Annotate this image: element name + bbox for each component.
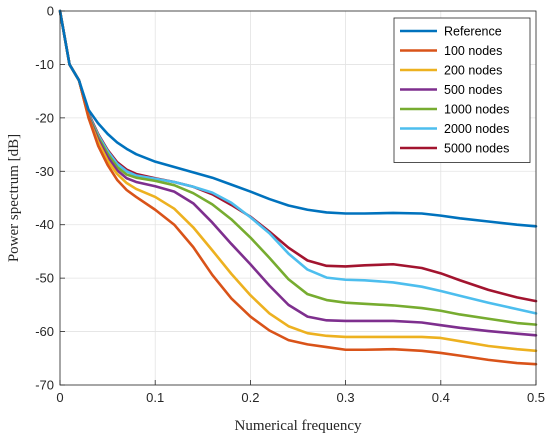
y-tick-label: 0 (47, 4, 54, 19)
y-tick-label: -60 (35, 324, 54, 339)
y-tick-label: -70 (35, 378, 54, 393)
series-line-reference (58, 9, 538, 228)
legend-entry: 500 nodes (444, 83, 502, 97)
x-tick-label: 0.2 (241, 390, 259, 405)
legend: Reference 100 nodes 200 nodes 500 nodes 1000… (393, 17, 531, 163)
y-tick-label: -20 (35, 110, 54, 125)
y-tick-label: -30 (35, 164, 54, 179)
x-tick-label: 0.4 (432, 390, 450, 405)
x-tick-label: 0.3 (337, 390, 355, 405)
legend-entry: 100 nodes (444, 44, 502, 58)
series-line-200-nodes (58, 9, 538, 353)
series-line-500-nodes (58, 9, 538, 337)
series-layer (58, 9, 538, 366)
y-axis-label: Power spectrum [dB] (6, 134, 22, 262)
legend-entry: 5000 nodes (444, 142, 509, 156)
y-tick-label: -50 (35, 271, 54, 286)
y-tick-label: -10 (35, 57, 54, 72)
plot-frame (59, 10, 537, 386)
legend-entry: 2000 nodes (444, 122, 509, 136)
x-tick-label: 0.1 (146, 390, 164, 405)
x-tick-label: 0 (56, 390, 63, 405)
axis-ticks: 0 0.1 0.2 0.3 0.4 0.5 0 -10 -20 -30 -40 -50 -60 -70 (35, 4, 545, 406)
x-axis-label: Numerical frequency (234, 418, 362, 434)
y-tick-label: -40 (35, 217, 54, 232)
legend-entry: Reference (444, 25, 502, 39)
legend-entry: 1000 nodes (444, 103, 509, 117)
legend-entry: 200 nodes (444, 64, 502, 78)
x-tick-label: 0.5 (527, 390, 545, 405)
series-line-100-nodes (58, 9, 538, 366)
